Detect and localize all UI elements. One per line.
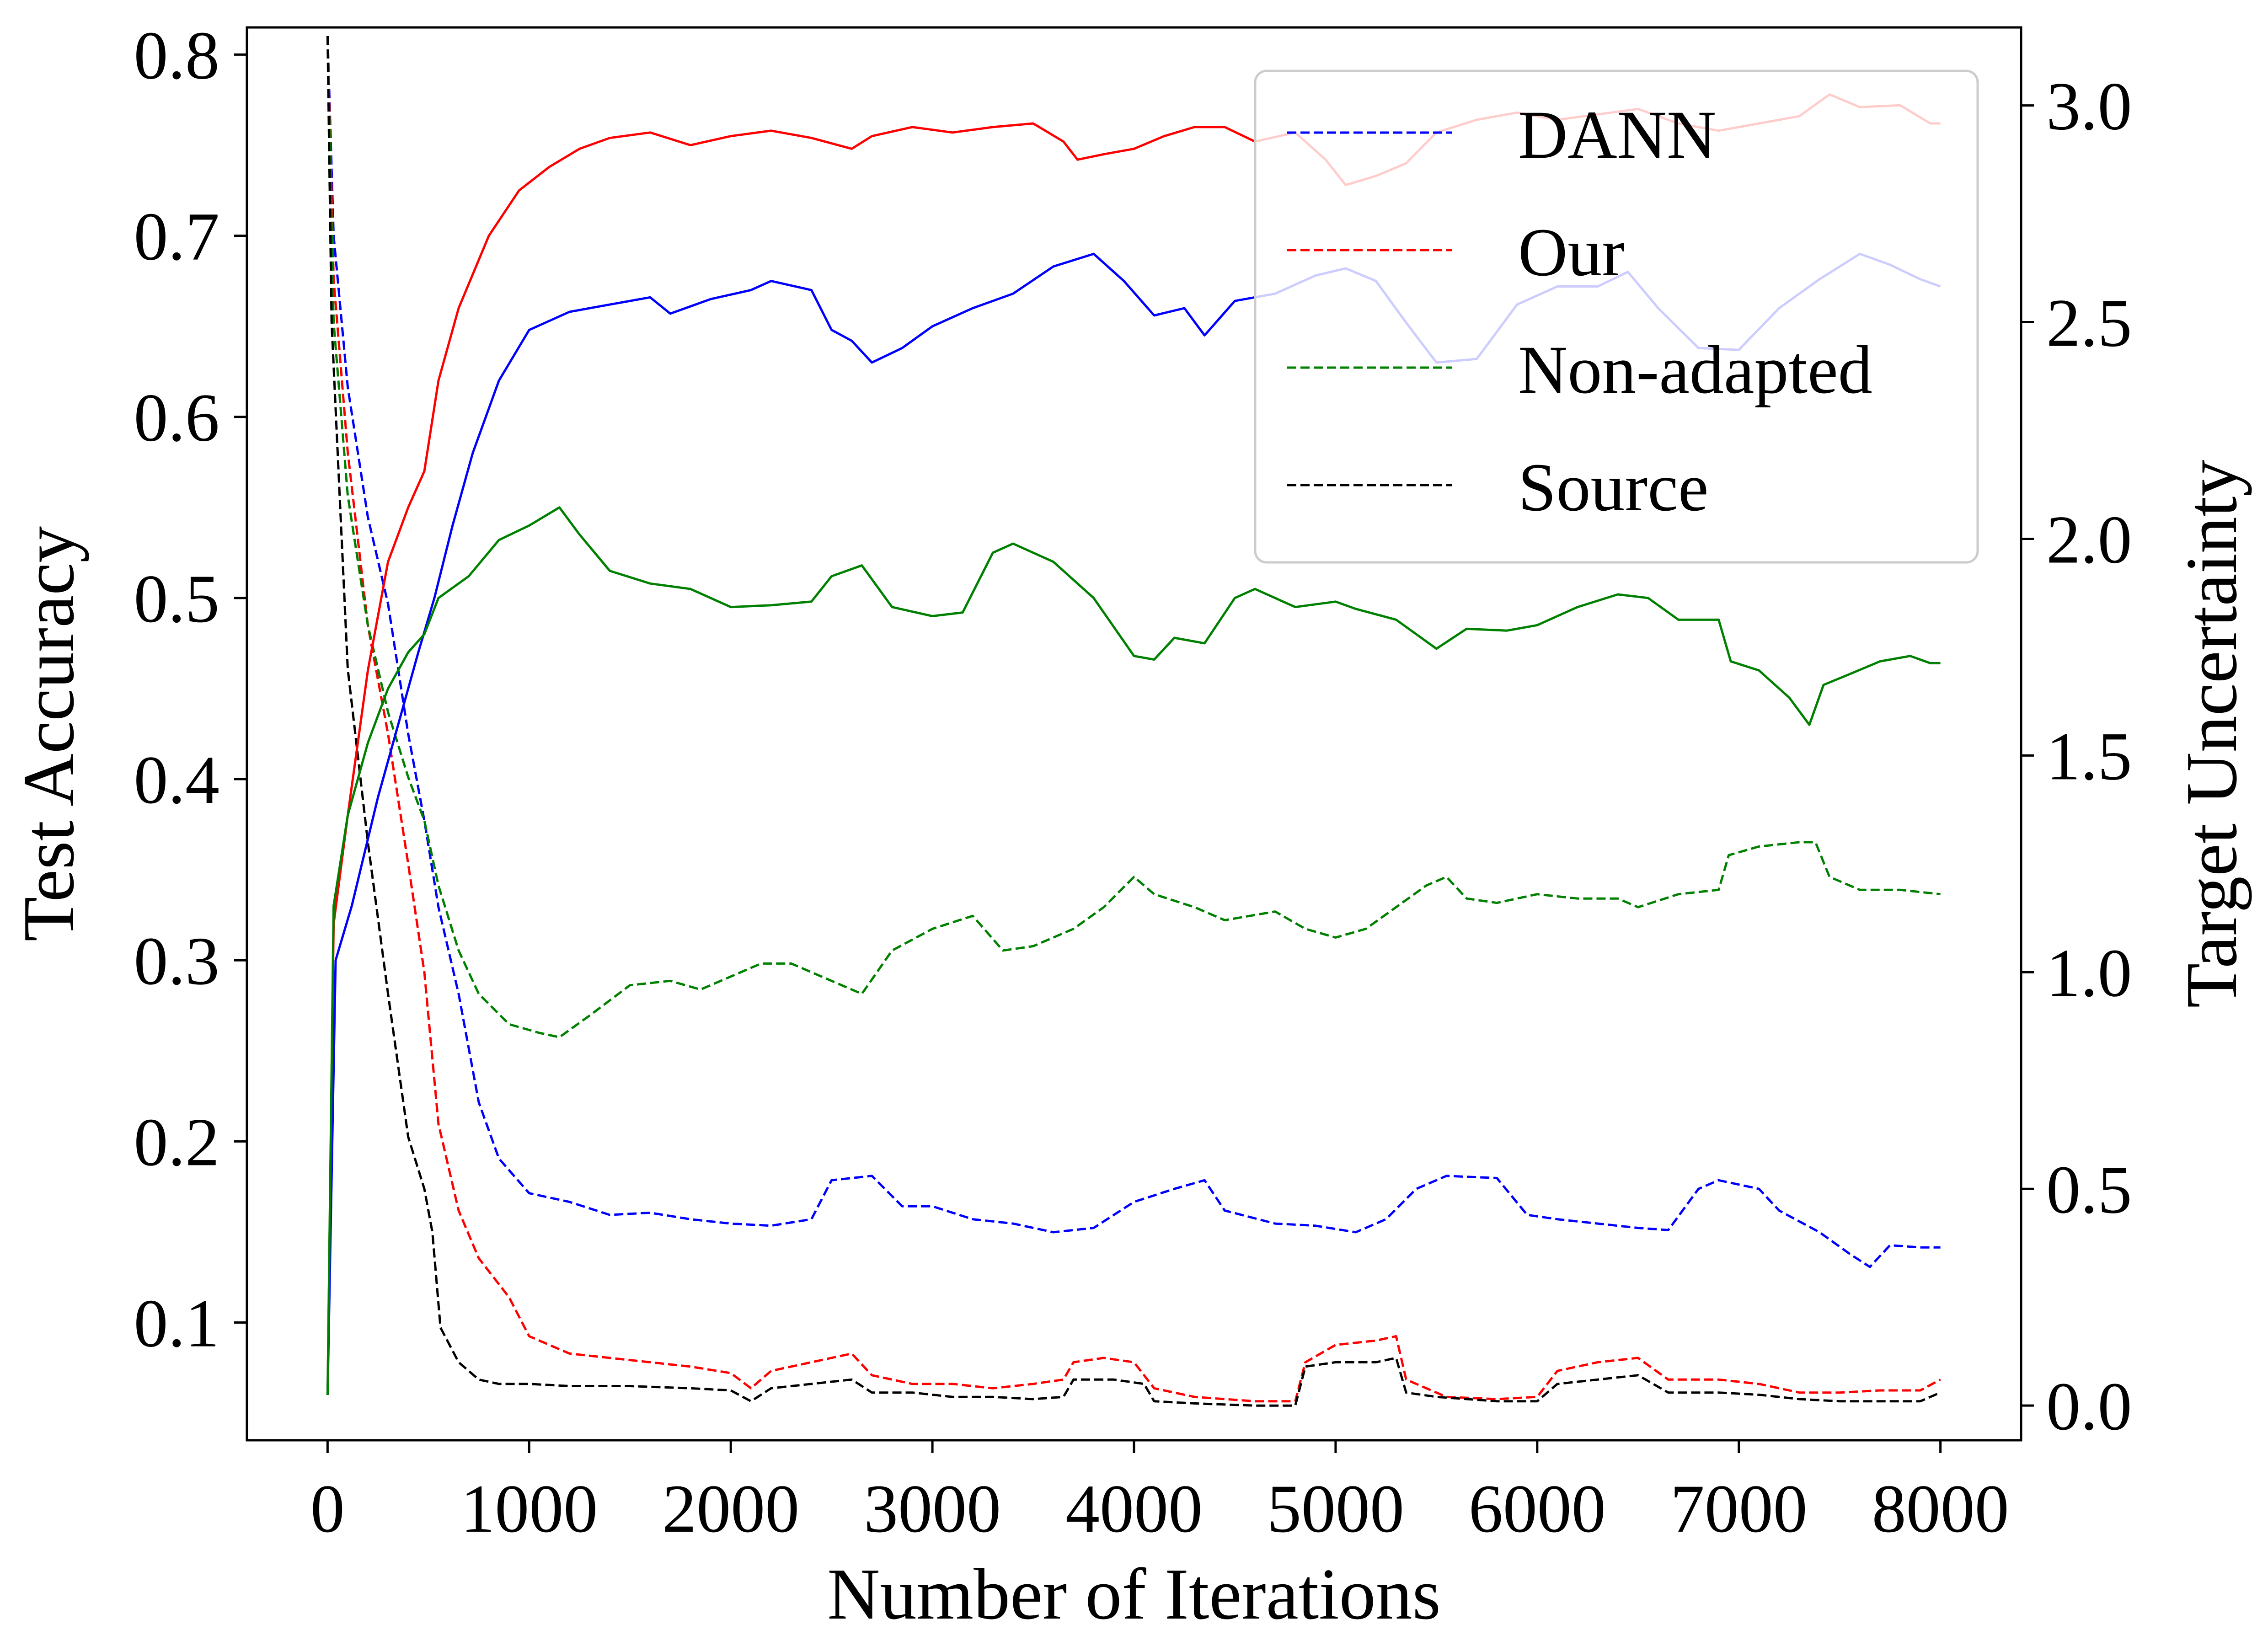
y-tick-label-left: 0.3 — [134, 923, 220, 999]
legend-frame — [1254, 69, 1979, 564]
x-tick-label: 1000 — [460, 1471, 598, 1547]
x-axis-title: Number of Iterations — [827, 1553, 1441, 1635]
x-tick-label: 3000 — [864, 1471, 1001, 1547]
series-line-our-uncertainty — [326, 36, 1941, 1403]
y-tick-label-left: 0.7 — [134, 199, 220, 275]
y-tick-label-left: 0.2 — [134, 1104, 220, 1180]
y-tick-label-right: 2.0 — [2046, 502, 2132, 577]
x-tick-label: 5000 — [1267, 1471, 1404, 1547]
legend-label-source: Source — [1518, 449, 1709, 525]
series-line-non-adapted-uncertainty — [326, 36, 1941, 1038]
legend-label-non-adapted: Non-adapted — [1518, 332, 1872, 408]
series-line-source-uncertainty — [326, 36, 1941, 1407]
x-tick-label: 0 — [310, 1471, 345, 1547]
y-tick-label-left: 0.4 — [134, 742, 220, 818]
y-tick-label-left: 0.5 — [134, 561, 220, 637]
y-tick-label-left: 0.1 — [134, 1286, 220, 1362]
series-line-non-adapted-accuracy — [326, 506, 1941, 1395]
y-tick-label-right: 3.0 — [2046, 69, 2132, 144]
y-tick-label-left: 0.6 — [134, 380, 220, 456]
x-tick-label: 8000 — [1872, 1471, 2009, 1547]
y-axis-title-right: Target Uncertainty — [2171, 460, 2252, 1008]
y-tick-label-right: 1.5 — [2046, 718, 2132, 794]
y-tick-label-left: 0.8 — [134, 17, 220, 93]
y-tick-label-right: 0.0 — [2046, 1368, 2132, 1444]
axes-layer: 0 1000 2000 3000 4000 5000 6000 7000 8000 0.1 0.2 0… — [134, 17, 2132, 1547]
legend-label-dann: DANN — [1518, 97, 1716, 173]
legend: DANN Our Non-adapted Source — [1254, 69, 1979, 564]
y-tick-label-right: 0.5 — [2046, 1152, 2132, 1228]
legend-label-our: Our — [1518, 214, 1625, 290]
y-axis-title-left: Test Accuracy — [8, 526, 89, 941]
series-line-dann-uncertainty — [326, 36, 1941, 1268]
x-tick-label: 6000 — [1469, 1471, 1606, 1547]
x-tick-label: 7000 — [1670, 1471, 1808, 1547]
y-tick-label-right: 2.5 — [2046, 285, 2132, 361]
y-tick-label-right: 1.0 — [2046, 935, 2132, 1011]
x-tick-label: 2000 — [662, 1471, 799, 1547]
series-layer — [326, 36, 1941, 1407]
x-tick-label: 4000 — [1065, 1471, 1203, 1547]
